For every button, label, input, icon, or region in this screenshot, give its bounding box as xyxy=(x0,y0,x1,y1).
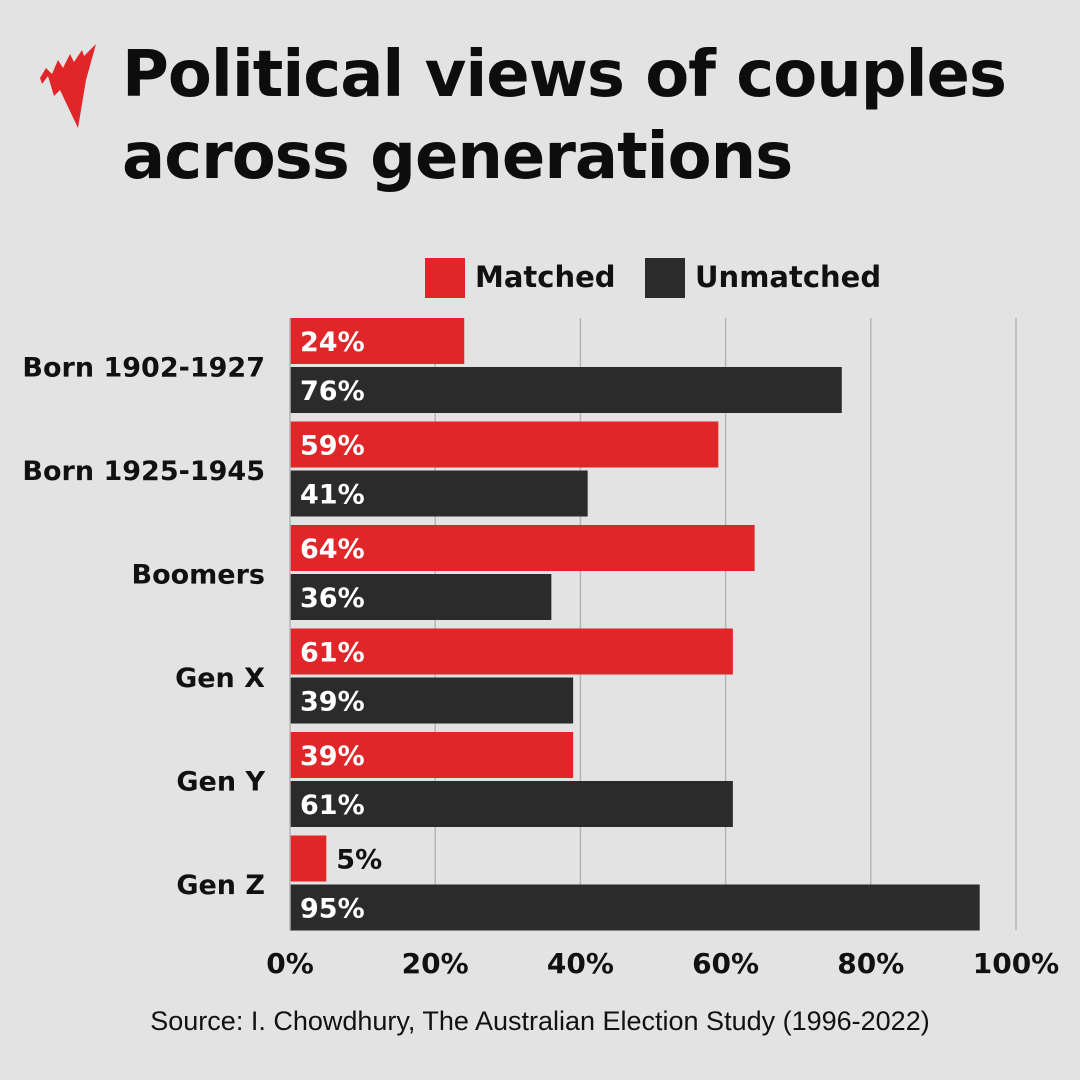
category-label: Gen X xyxy=(175,663,265,694)
data-label: 5% xyxy=(336,845,382,876)
x-tick-label: 20% xyxy=(402,947,469,980)
bar-matched xyxy=(290,732,574,778)
bar-matched xyxy=(290,628,733,675)
x-tick-label: 80% xyxy=(837,947,904,980)
bar-matched xyxy=(290,835,327,882)
legend-label-matched: Matched xyxy=(475,260,616,294)
data-label: 36% xyxy=(300,583,365,614)
bar-unmatched xyxy=(290,677,574,724)
x-tick-label: 40% xyxy=(547,947,614,980)
category-label: Gen Y xyxy=(176,767,265,798)
data-label: 61% xyxy=(300,638,365,669)
legend-label-unmatched: Unmatched xyxy=(695,260,882,294)
bar-chart: 0% 20% 40% 60% 80% 100% Born 1902-1927 24% 76% Bo… xyxy=(22,318,1060,980)
x-tick-label: 0% xyxy=(266,947,314,980)
category-label: Born 1925-1945 xyxy=(22,456,265,487)
data-label: 39% xyxy=(300,687,365,718)
data-label: 64% xyxy=(300,534,365,565)
bar-matched xyxy=(290,525,755,571)
sbs-logo-icon xyxy=(40,44,96,128)
data-label: 41% xyxy=(300,480,365,511)
chart-title: Political views of couples across genera… xyxy=(122,38,1007,194)
category-label: Born 1902-1927 xyxy=(22,353,265,384)
source-note: Source: I. Chowdhury, The Australian Ele… xyxy=(150,1006,930,1036)
category-label: Gen Z xyxy=(176,870,265,901)
data-label: 61% xyxy=(300,790,365,821)
bar-matched xyxy=(290,318,465,364)
data-label: 95% xyxy=(300,894,365,925)
data-label: 59% xyxy=(300,431,365,462)
bar-matched xyxy=(290,421,719,468)
data-label: 76% xyxy=(300,376,365,407)
x-tick-label: 60% xyxy=(692,947,759,980)
bar-unmatched xyxy=(290,781,733,827)
bar-unmatched xyxy=(290,367,842,413)
bar-unmatched xyxy=(290,574,552,620)
bar-unmatched xyxy=(290,470,588,517)
legend-swatch-unmatched xyxy=(645,258,685,298)
bar-unmatched xyxy=(290,884,980,931)
x-tick-label: 100% xyxy=(973,947,1060,980)
category-label: Boomers xyxy=(131,560,265,591)
data-label: 24% xyxy=(300,327,365,358)
legend-swatch-matched xyxy=(425,258,465,298)
data-label: 39% xyxy=(300,741,365,772)
